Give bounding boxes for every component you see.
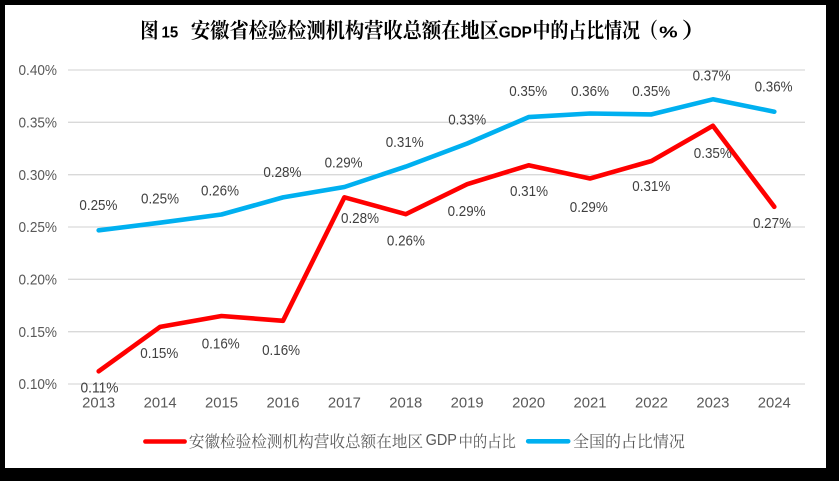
svg-text:%: %	[659, 24, 678, 41]
svg-text:2016: 2016	[267, 396, 300, 412]
svg-text:0.28%: 0.28%	[341, 211, 379, 227]
svg-text:0.11%: 0.11%	[81, 380, 119, 396]
svg-text:0.25%: 0.25%	[141, 192, 179, 208]
svg-text:0.15%: 0.15%	[19, 325, 58, 341]
svg-text:2019: 2019	[451, 396, 484, 412]
svg-text:2020: 2020	[512, 396, 545, 412]
svg-text:0.25%: 0.25%	[79, 198, 117, 214]
svg-text:2023: 2023	[696, 396, 729, 412]
svg-text:0.37%: 0.37%	[693, 68, 731, 84]
svg-text:2024: 2024	[758, 396, 791, 412]
svg-text:0.35%: 0.35%	[632, 84, 670, 100]
svg-text:0.27%: 0.27%	[753, 216, 791, 232]
svg-text:0.26%: 0.26%	[201, 184, 239, 200]
svg-text:0.35%: 0.35%	[509, 84, 547, 100]
svg-text:0.28%: 0.28%	[263, 165, 301, 181]
svg-text:0.36%: 0.36%	[571, 84, 609, 100]
svg-text:0.31%: 0.31%	[510, 184, 548, 200]
svg-text:0.16%: 0.16%	[262, 343, 300, 359]
svg-text:15: 15	[162, 24, 179, 41]
svg-text:0.16%: 0.16%	[202, 336, 240, 352]
svg-text:0.36%: 0.36%	[755, 80, 793, 96]
svg-text:0.29%: 0.29%	[570, 200, 608, 216]
svg-text:0.29%: 0.29%	[448, 204, 486, 220]
svg-text:0.26%: 0.26%	[387, 234, 425, 250]
svg-text:2013: 2013	[82, 396, 115, 412]
svg-text:2017: 2017	[328, 396, 361, 412]
svg-text:2018: 2018	[389, 396, 422, 412]
svg-text:0.31%: 0.31%	[632, 179, 670, 195]
svg-text:2015: 2015	[205, 396, 238, 412]
svg-text:0.15%: 0.15%	[140, 346, 178, 362]
svg-text:0.25%: 0.25%	[19, 220, 58, 236]
svg-text:0.35%: 0.35%	[19, 116, 58, 132]
svg-text:2021: 2021	[574, 396, 607, 412]
svg-text:2014: 2014	[144, 396, 177, 412]
svg-text:0.33%: 0.33%	[448, 113, 486, 129]
svg-text:GDP: GDP	[499, 25, 533, 42]
svg-text:2022: 2022	[635, 396, 668, 412]
svg-text:0.29%: 0.29%	[325, 156, 363, 172]
svg-text:0.20%: 0.20%	[19, 273, 58, 289]
svg-text:0.10%: 0.10%	[19, 377, 58, 393]
svg-text:0.31%: 0.31%	[386, 135, 424, 151]
svg-text:GDP: GDP	[426, 432, 457, 449]
svg-text:0.35%: 0.35%	[694, 146, 732, 162]
svg-text:0.30%: 0.30%	[19, 168, 58, 184]
svg-text:0.40%: 0.40%	[19, 63, 58, 79]
